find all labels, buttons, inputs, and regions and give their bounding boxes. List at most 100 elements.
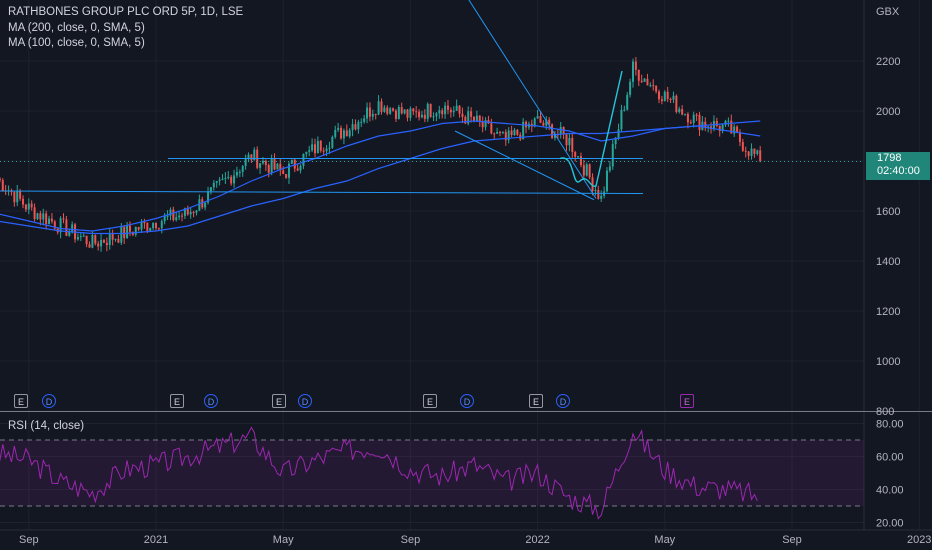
candle-body — [24, 204, 27, 210]
candle-body — [730, 120, 733, 134]
candle-body — [536, 116, 539, 119]
dividend-event-badge[interactable]: D — [204, 394, 218, 408]
candle-body — [400, 106, 403, 114]
candle-body — [195, 210, 198, 213]
candle-body — [707, 126, 710, 128]
future-earnings-badge[interactable]: E — [680, 394, 694, 408]
candle-body — [50, 218, 53, 222]
candle-body — [316, 140, 319, 154]
price-tick-label: 2200 — [876, 56, 900, 68]
candle-body — [418, 111, 421, 118]
candle-body — [166, 215, 169, 217]
candle-body — [30, 203, 33, 208]
candle-body — [172, 209, 175, 220]
candle-body — [565, 134, 568, 146]
candle-body — [504, 131, 507, 141]
candle-body — [363, 118, 366, 122]
candle-body — [562, 126, 565, 135]
candle-body — [441, 110, 444, 115]
candle-body — [62, 218, 65, 220]
candle-body — [634, 61, 637, 70]
candle-body — [259, 163, 262, 168]
trendline-lower — [454, 130, 595, 201]
candle-body — [481, 121, 484, 128]
candle-body — [626, 94, 629, 110]
earnings-event-badge[interactable]: E — [272, 394, 286, 408]
candle-body — [438, 110, 441, 114]
candle-body — [244, 158, 247, 167]
candle-body — [13, 192, 16, 203]
candle-body — [406, 109, 409, 118]
dividend-event-badge[interactable]: D — [42, 394, 56, 408]
candle-body — [204, 202, 207, 208]
candle-body — [733, 126, 736, 134]
candle-body — [348, 130, 351, 137]
candle-body — [149, 228, 152, 231]
ma200-legend: MA (200, close, 0, SMA, 5) — [8, 22, 145, 34]
candle-body — [446, 105, 449, 110]
candle-body — [597, 189, 600, 199]
candle-body — [718, 125, 721, 132]
candle-body — [484, 120, 487, 128]
rsi-line — [0, 426, 758, 520]
candle-body — [646, 78, 649, 86]
dividend-event-badge[interactable]: D — [460, 394, 474, 408]
candle-body — [383, 107, 386, 112]
candle-body — [392, 108, 395, 111]
time-tick-label: 2021 — [144, 534, 168, 546]
candle-body — [305, 151, 308, 154]
candle-body — [669, 99, 672, 101]
dividend-event-badge[interactable]: D — [556, 394, 570, 408]
candle-body — [366, 107, 369, 119]
candle-body — [695, 114, 698, 116]
candle-body — [649, 85, 652, 87]
candle-body — [82, 235, 85, 237]
candle-body — [423, 114, 426, 119]
candle-body — [360, 121, 363, 123]
candle-body — [192, 212, 195, 214]
candle-body — [155, 223, 157, 229]
candle-body — [568, 137, 571, 146]
ma100-line — [0, 120, 761, 232]
candle-body — [747, 151, 750, 156]
candle-body — [140, 222, 143, 230]
candle-body — [409, 108, 412, 118]
candle-body — [553, 134, 556, 138]
earnings-event-badge[interactable]: E — [529, 394, 543, 408]
candle-body — [1, 180, 4, 191]
rsi-tick-label: 20.00 — [876, 518, 904, 530]
candle-body — [102, 239, 105, 243]
candle-body — [756, 150, 759, 154]
earnings-event-badge[interactable]: E — [423, 394, 437, 408]
candle-body — [253, 149, 256, 161]
candle-body — [663, 91, 666, 102]
candle-body — [741, 142, 744, 151]
candle-body — [507, 130, 510, 141]
candle-body — [325, 148, 328, 152]
earnings-event-badge[interactable]: E — [170, 394, 184, 408]
candle-body — [45, 213, 48, 225]
candle-body — [522, 121, 525, 140]
candle-body — [455, 105, 458, 111]
candle-body — [273, 158, 276, 170]
candle-body — [675, 95, 678, 113]
candle-body — [0, 178, 1, 181]
candle-body — [692, 114, 695, 123]
dividend-event-badge[interactable]: D — [298, 394, 312, 408]
time-tick-label: Sep — [19, 534, 39, 546]
candle-body — [371, 113, 374, 117]
earnings-event-badge[interactable]: E — [14, 394, 28, 408]
candle-body — [394, 110, 397, 119]
candle-body — [559, 126, 562, 135]
candle-body — [282, 170, 285, 175]
candle-body — [53, 221, 56, 229]
candle-body — [354, 124, 357, 130]
candle-body — [319, 140, 322, 151]
candle-body — [270, 158, 273, 173]
candle-body — [308, 150, 311, 152]
last-price: 1798 — [877, 152, 902, 164]
candle-body — [605, 170, 608, 192]
candle-body — [342, 130, 345, 139]
candle-body — [386, 107, 389, 114]
